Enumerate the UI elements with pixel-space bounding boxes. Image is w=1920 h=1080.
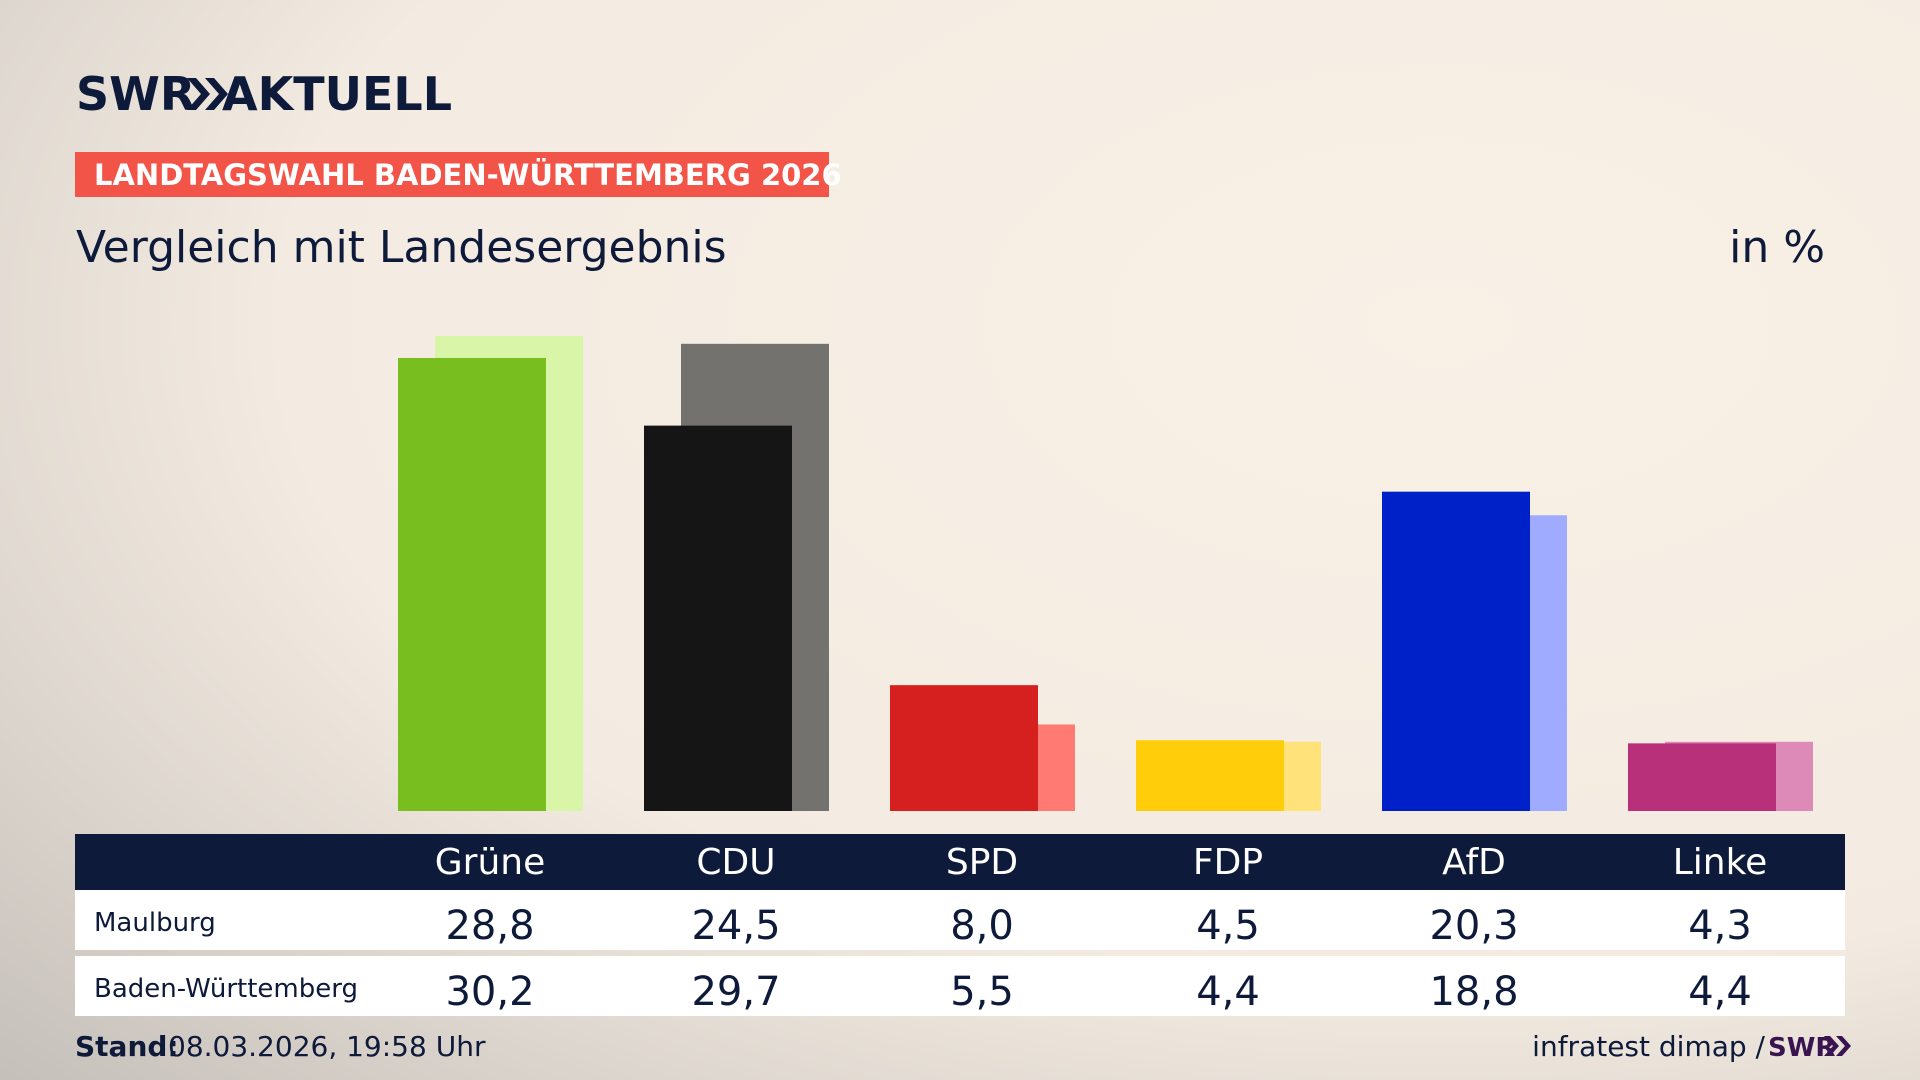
- category-label: Grüne: [435, 842, 545, 883]
- bar: [890, 685, 1038, 811]
- category-label: Linke: [1673, 842, 1768, 883]
- value-label: 4,3: [1688, 903, 1752, 949]
- brand-text: SWR: [76, 67, 195, 121]
- brand: SWR AKTUELL: [76, 67, 452, 121]
- banner: LANDTAGSWAHL BADEN-WÜRTTEMBERG 2026: [94, 158, 842, 192]
- brand-suffix: AKTUELL: [222, 67, 452, 121]
- footer-date: 08.03.2026, 19:58 Uhr: [168, 1030, 486, 1063]
- unit: in %: [1729, 222, 1825, 273]
- category-label: CDU: [696, 842, 775, 883]
- value-label: 30,2: [445, 969, 534, 1015]
- source: infratest dimap /: [1532, 1030, 1765, 1063]
- row-label: Baden-Württemberg: [94, 974, 358, 1004]
- value-label: 4,4: [1196, 969, 1260, 1015]
- value-label: 4,5: [1196, 903, 1260, 949]
- bar: [1382, 491, 1530, 811]
- source-brand: SWR: [1768, 1033, 1835, 1063]
- value-label: 20,3: [1429, 903, 1518, 949]
- brand-chevrons: [187, 78, 228, 110]
- category-label: AfD: [1442, 842, 1506, 883]
- bar: [1628, 743, 1776, 811]
- bar: [644, 425, 792, 811]
- source-chevrons: [1824, 1036, 1851, 1056]
- value-label: 28,8: [445, 903, 534, 949]
- bar: [398, 357, 546, 811]
- value-label: 24,5: [691, 903, 780, 949]
- bar: [1136, 740, 1284, 811]
- value-label: 18,8: [1429, 969, 1518, 1015]
- value-label: 5,5: [950, 969, 1014, 1015]
- table-header: [75, 834, 1845, 890]
- table-row: [75, 890, 1845, 950]
- value-label: 4,4: [1688, 969, 1752, 1015]
- category-label: SPD: [946, 842, 1018, 883]
- banner-bg: [75, 152, 829, 197]
- category-label: FDP: [1193, 842, 1263, 883]
- chart-title: Vergleich mit Landesergebnis: [76, 222, 727, 273]
- footer-label: Stand:: [75, 1030, 179, 1063]
- table-row: [75, 956, 1845, 1016]
- bars: Grüne 28,8 30,2 CDU 24,5 29,7 SPD 8,0 5,5 FDP 4,5 4…: [94, 335, 1813, 1015]
- value-label: 29,7: [691, 969, 780, 1015]
- row-label: Maulburg: [94, 908, 216, 938]
- value-label: 8,0: [950, 903, 1014, 949]
